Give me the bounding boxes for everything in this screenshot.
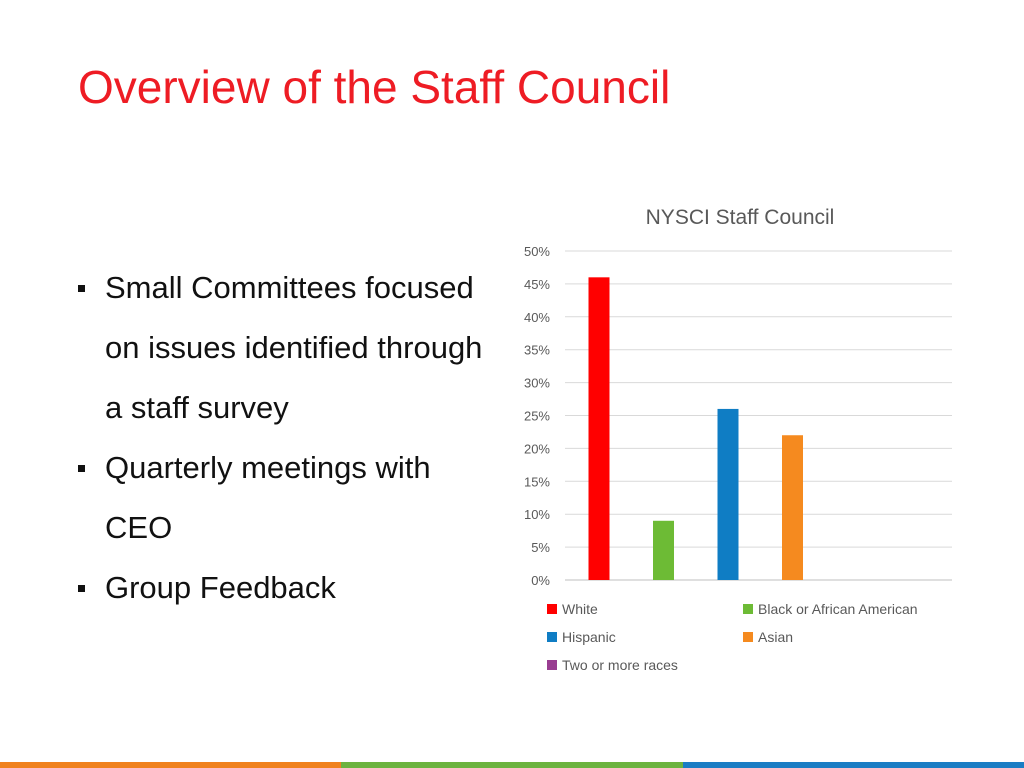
legend-swatch (547, 660, 557, 670)
legend-item: White (547, 601, 743, 617)
square-bullet-icon (78, 465, 85, 472)
legend-label: Black or African American (758, 601, 918, 617)
y-tick-label: 15% (524, 474, 550, 489)
legend-item: Two or more races (547, 657, 743, 673)
bar-asian (782, 435, 803, 580)
bullet-item: Group Feedback (78, 558, 498, 618)
y-tick-label: 10% (524, 507, 550, 522)
chart: NYSCI Staff Council 0% 5% 10% 15% 20% 25% 30% 3… (500, 190, 980, 710)
legend-item: Black or African American (743, 601, 943, 617)
bullet-list: Small Committees focused on issues ident… (78, 258, 498, 618)
y-axis: 0% 5% 10% 15% 20% 25% 30% 35% 40% 45% 50% (524, 244, 550, 588)
legend-swatch (743, 604, 753, 614)
bar-hispanic (717, 408, 739, 580)
legend-label: Asian (758, 629, 794, 645)
footer-segment (682, 762, 1024, 768)
legend-label: Two or more races (562, 657, 678, 673)
legend-swatch (743, 632, 753, 642)
chart-plot: NYSCI Staff Council 0% 5% 10% 15% 20% 25% 30% 3… (524, 206, 952, 588)
footer-segment (341, 762, 683, 768)
chart-legend: White Black or African American Hispanic… (547, 601, 967, 673)
y-tick-label: 50% (524, 244, 550, 259)
legend-swatch (547, 632, 557, 642)
slide-title: Overview of the Staff Council (78, 61, 671, 113)
square-bullet-icon (78, 585, 85, 592)
chart-title: NYSCI Staff Council (646, 206, 835, 229)
bullet-text: Quarterly meetings with CEO (105, 450, 431, 545)
y-tick-label: 45% (524, 277, 550, 292)
footer-segment (0, 762, 342, 768)
y-tick-label: 40% (524, 310, 550, 325)
y-tick-label: 5% (531, 540, 550, 555)
legend-item: Hispanic (547, 629, 743, 645)
chart-gridlines (565, 250, 952, 581)
bar-black-or-african-american (653, 520, 674, 580)
bullet-text: Group Feedback (105, 570, 336, 605)
y-tick-label: 20% (524, 441, 550, 456)
legend-label: White (562, 601, 598, 617)
square-bullet-icon (78, 285, 85, 292)
legend-item: Asian (743, 629, 943, 645)
bar-white (588, 277, 610, 580)
y-tick-label: 0% (531, 573, 550, 588)
legend-label: Hispanic (562, 629, 616, 645)
chart-bars (588, 277, 803, 580)
bullet-text: Small Committees focused on issues ident… (105, 270, 483, 425)
legend-swatch (547, 604, 557, 614)
footer-color-bar (0, 762, 1024, 768)
y-tick-label: 35% (524, 343, 550, 358)
y-tick-label: 30% (524, 376, 550, 391)
y-tick-label: 25% (524, 409, 550, 424)
bullet-item: Quarterly meetings with CEO (78, 438, 498, 558)
bullet-item: Small Committees focused on issues ident… (78, 258, 498, 438)
